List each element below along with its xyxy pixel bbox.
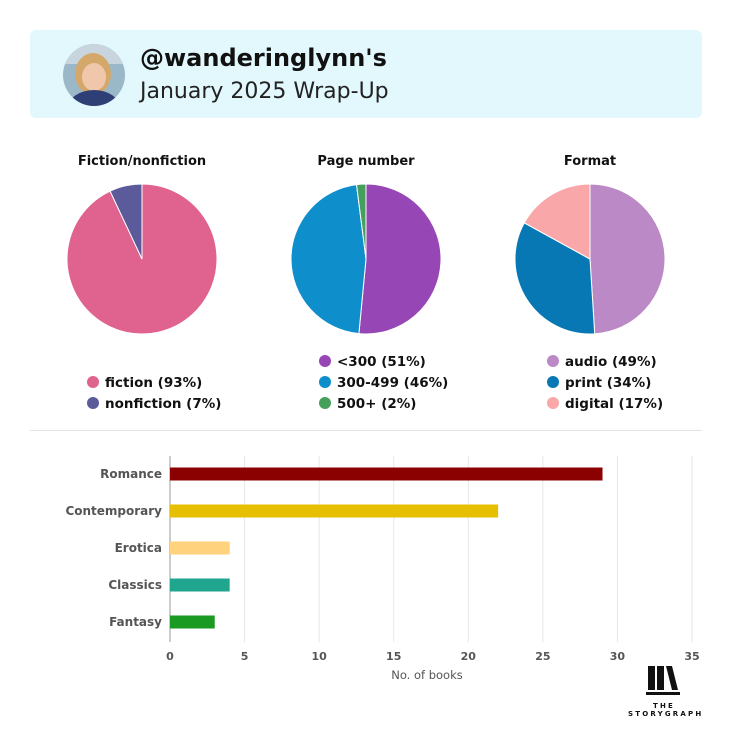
legend-marker	[319, 397, 331, 409]
legend-label: audio (49%)	[565, 354, 657, 370]
avatar	[63, 44, 125, 106]
genre-bar	[170, 504, 499, 518]
legend-marker	[87, 397, 99, 409]
category-label: Erotica	[115, 541, 162, 555]
x-tick-label: 15	[386, 650, 401, 663]
x-tick-label: 5	[241, 650, 249, 663]
x-tick-label: 0	[166, 650, 174, 663]
pie-slice	[355, 183, 367, 260]
legend-marker	[319, 376, 331, 388]
pie-title: Fiction/nonfiction	[78, 154, 206, 169]
genre-bar	[170, 541, 230, 555]
legend-marker	[87, 376, 99, 388]
category-label: Romance	[100, 467, 162, 481]
x-tick-label: 25	[535, 650, 550, 663]
section-divider	[30, 430, 702, 431]
storygraph-logo: THE STORYGRAPH	[628, 662, 701, 718]
pie-slice	[589, 183, 666, 335]
storygraph-logo-mark	[646, 666, 680, 695]
pie-charts-area: Fiction/nonfiction fiction (93%) nonfictio…	[66, 154, 666, 412]
wrapup-subtitle: January 2025 Wrap-Up	[140, 79, 389, 104]
x-tick-label: 30	[610, 650, 626, 663]
pie-slice	[358, 183, 442, 335]
category-label: Classics	[108, 578, 162, 592]
x-tick-label: 20	[461, 650, 477, 663]
legend-label: 300-499 (46%)	[337, 375, 448, 391]
legend-label: fiction (93%)	[105, 375, 202, 391]
wrapup-header: @wanderinglynn's January 2025 Wrap-Up	[30, 30, 702, 118]
legend-label: 500+ (2%)	[337, 396, 416, 412]
legend-label: nonfiction (7%)	[105, 396, 221, 412]
pie-title: Page number	[317, 154, 415, 169]
legend-marker	[319, 355, 331, 367]
username-handle: @wanderinglynn's	[140, 44, 387, 72]
legend-label: print (34%)	[565, 375, 651, 391]
legend-marker	[547, 355, 559, 367]
x-axis-label: No. of books	[391, 668, 463, 682]
x-tick-label: 10	[311, 650, 327, 663]
genre-bar	[170, 615, 215, 629]
legend-marker	[547, 397, 559, 409]
genre-bar	[170, 578, 230, 592]
pie-slice	[523, 183, 591, 260]
storygraph-logo-text: THE STORYGRAPH	[628, 702, 704, 718]
category-label: Fantasy	[109, 615, 162, 629]
pie-slice	[109, 183, 143, 260]
legend-label: digital (17%)	[565, 396, 663, 412]
pie-slice	[290, 184, 367, 335]
legend-label: <300 (51%)	[337, 354, 426, 370]
genre-bar	[170, 467, 603, 481]
category-label: Contemporary	[65, 504, 162, 518]
pie-title: Format	[564, 154, 616, 169]
legend-marker	[547, 376, 559, 388]
